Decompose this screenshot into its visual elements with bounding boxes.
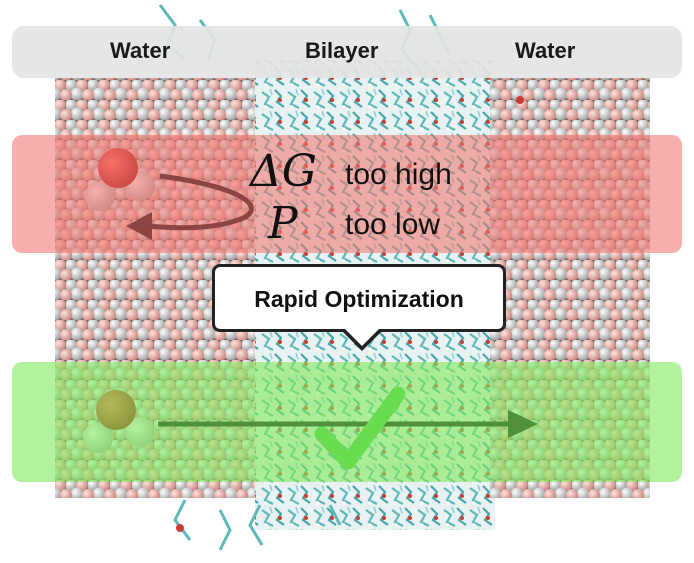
problem-band [12,135,682,253]
solution-band [12,362,682,482]
optimization-callout [212,264,506,332]
phosphate-dot [516,96,524,104]
delta-g-text: too high [345,158,452,191]
phosphate-dot [176,524,184,532]
delta-g-symbol: ΔG [250,146,317,197]
bilayer-label: Bilayer [305,38,379,63]
water-label-right: Water [515,38,576,63]
callout-text: Rapid Optimization [254,286,464,312]
header-bar [12,26,682,78]
p-symbol: P [268,198,298,249]
callout-pointer-fill [344,328,380,346]
p-text: too low [345,208,441,241]
water-label-left: Water [110,38,171,63]
lipid-tails-bottom [173,499,342,551]
